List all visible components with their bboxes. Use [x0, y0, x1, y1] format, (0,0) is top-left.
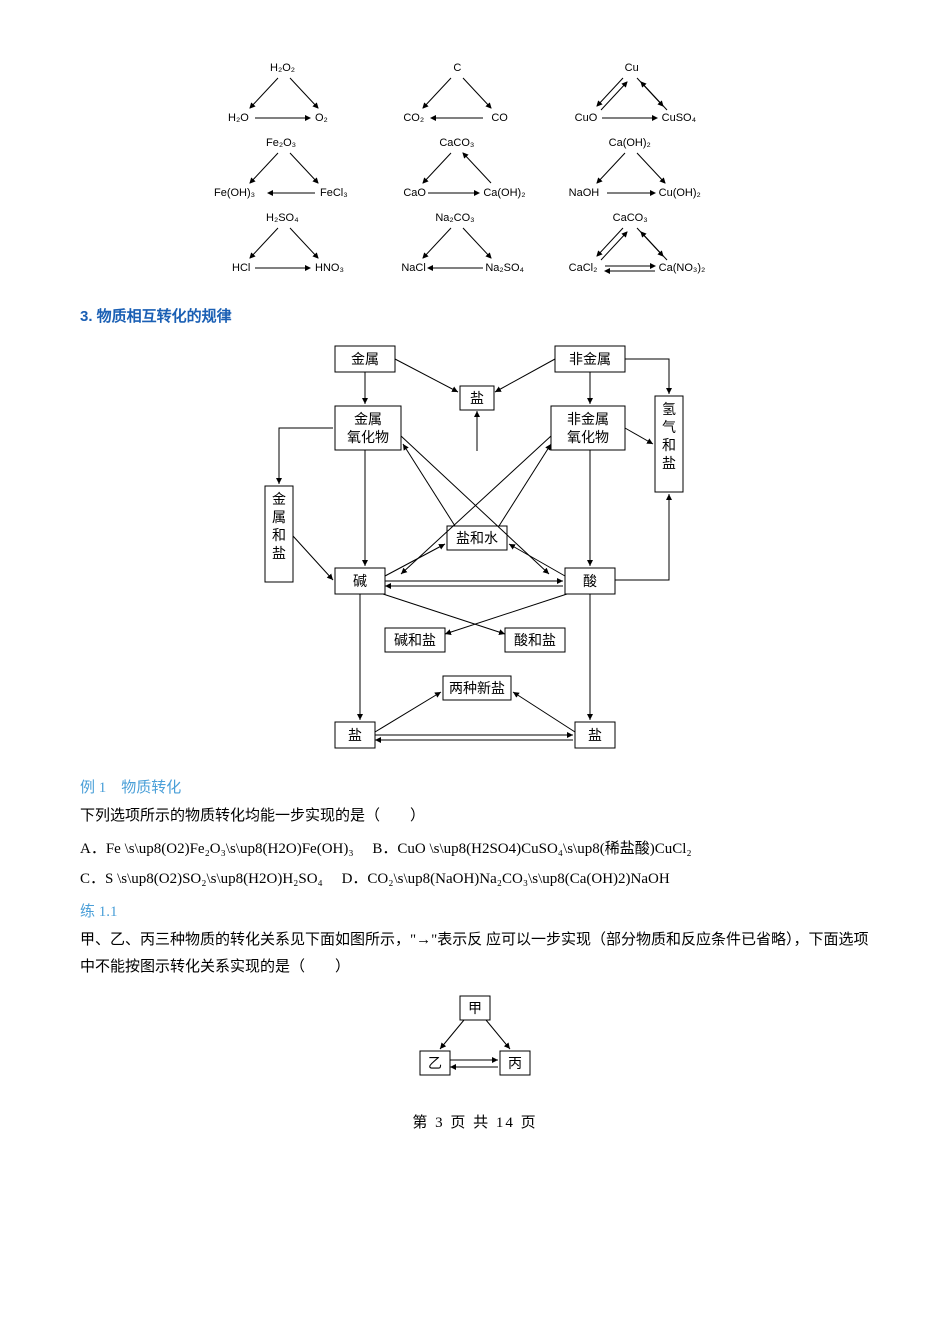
section-3-heading: 3. 物质相互转化的规律: [80, 305, 870, 326]
fc-saltwater: 盐和水: [456, 531, 498, 547]
triangle-1: H₂O₂ H₂O O₂: [200, 60, 373, 135]
triangle-9: CaCO₃ CaCl₂ Ca(NO₃)₂: [547, 210, 720, 285]
small-triangle-diagram: 甲 乙 丙: [80, 991, 870, 1081]
svg-text:氧化物: 氧化物: [347, 430, 389, 446]
tri2-right: CO: [491, 112, 508, 124]
fc-twosalts: 两种新盐: [449, 681, 505, 697]
tri3-top: Cu: [625, 62, 639, 74]
practice-1-text: 甲、乙、丙三种物质的转化关系见下面如图所示，"→"表示反 应可以一步实现（部分物…: [80, 927, 870, 981]
tri1-right: O₂: [315, 112, 328, 124]
tri7-left: HCl: [232, 262, 250, 274]
page-footer: 第 3 页 共 14 页: [80, 1111, 870, 1132]
triangle-8: Na₂CO₃ NaCl Na₂SO₄: [373, 210, 546, 285]
fc-acid: 酸: [583, 574, 597, 590]
option-c: C．S \s\up8(O2)SO₂\s\up8(H2O)H₂SO₄: [80, 871, 323, 887]
fc-base: 碱: [353, 574, 367, 590]
triangle-3: Cu CuO CuSO₄: [547, 60, 720, 135]
option-a: A．Fe \s\up8(O2)Fe₂O₃\s\up8(H2O)Fe(OH)₃: [80, 841, 354, 857]
svg-text:氧化物: 氧化物: [567, 430, 609, 446]
svg-text:属: 属: [272, 511, 286, 526]
svg-text:和: 和: [662, 438, 676, 454]
tri7-top: H₂SO₄: [266, 212, 299, 224]
triangle-7: H₂SO₄ HCl HNO₃: [200, 210, 373, 285]
tri9-right: Ca(NO₃)₂: [659, 262, 706, 274]
tri8-top: Na₂CO₃: [435, 212, 474, 224]
svg-text:乙: 乙: [428, 1056, 442, 1072]
tri1-top: H₂O₂: [270, 62, 295, 74]
triangle-5: CaCO₃ CaO Ca(OH)₂: [373, 135, 546, 210]
fc-salt-bl: 盐: [348, 728, 362, 744]
option-d: D．CO₂\s\up8(NaOH)Na₂CO₃\s\up8(Ca(OH)2)Na…: [342, 871, 670, 887]
practice-1-heading: 练 1.1: [80, 900, 870, 921]
svg-text:金: 金: [272, 492, 286, 508]
tri4-left: Fe(OH)₃: [214, 187, 255, 199]
example-1-options: A．Fe \s\up8(O2)Fe₂O₃\s\up8(H2O)Fe(OH)₃ B…: [80, 834, 870, 894]
conversion-rules-flowchart: 金属 非金属 盐 金属氧化物 非金属氧化物 氢气和盐 金属和盐 盐和水 碱 酸 …: [80, 336, 870, 756]
tri4-top: Fe₂O₃: [266, 137, 296, 149]
tri2-left: CO₂: [403, 112, 424, 124]
fc-salt-br: 盐: [588, 728, 602, 744]
tri3-right: CuSO₄: [662, 112, 696, 124]
tri7-right: HNO₃: [315, 262, 344, 274]
fc-nonmetal: 非金属: [569, 352, 611, 368]
tri9-left: CaCl₂: [569, 262, 598, 274]
fc-metal: 金属: [351, 352, 379, 368]
svg-text:和: 和: [272, 528, 286, 544]
tri6-top: Ca(OH)₂: [609, 137, 651, 149]
fc-salt-top: 盐: [470, 391, 484, 407]
reaction-triangles-grid: H₂O₂ H₂O O₂ C CO₂ CO Cu CuO CuSO₄ Fe: [200, 60, 720, 285]
fc-acidsalt: 酸和盐: [514, 633, 556, 649]
svg-text:气: 气: [662, 420, 676, 436]
tri9-top: CaCO₃: [613, 212, 648, 224]
svg-text:氢: 氢: [662, 402, 676, 418]
svg-text:金属: 金属: [354, 412, 382, 428]
example-1-question: 下列选项所示的物质转化均能一步实现的是（ ）: [80, 803, 870, 830]
tri1-left: H₂O: [228, 112, 249, 124]
triangle-6: Ca(OH)₂ NaOH Cu(OH)₂: [547, 135, 720, 210]
svg-text:丙: 丙: [508, 1057, 522, 1072]
example-1-heading: 例 1 物质转化: [80, 776, 870, 797]
svg-text:盐: 盐: [272, 546, 286, 562]
triangle-2: C CO₂ CO: [373, 60, 546, 135]
svg-text:非金属: 非金属: [567, 412, 609, 428]
tri5-right: Ca(OH)₂: [483, 187, 525, 199]
tri5-top: CaCO₃: [439, 137, 474, 149]
tri8-left: NaCl: [401, 262, 425, 274]
tri2-top: C: [453, 62, 461, 74]
svg-text:甲: 甲: [468, 1002, 482, 1017]
option-b: B．CuO \s\up8(H2SO4)CuSO₄\s\up8(稀盐酸)CuCl₂: [372, 841, 691, 857]
tri5-left: CaO: [403, 187, 426, 199]
triangle-4: Fe₂O₃ Fe(OH)₃ FeCl₃: [200, 135, 373, 210]
tri8-right: Na₂SO₄: [485, 262, 524, 274]
tri6-right: Cu(OH)₂: [659, 187, 701, 199]
tri4-right: FeCl₃: [320, 187, 348, 199]
svg-text:盐: 盐: [662, 456, 676, 472]
tri6-left: NaOH: [569, 187, 600, 199]
fc-basesalt: 碱和盐: [394, 633, 436, 649]
tri3-left: CuO: [575, 112, 598, 124]
